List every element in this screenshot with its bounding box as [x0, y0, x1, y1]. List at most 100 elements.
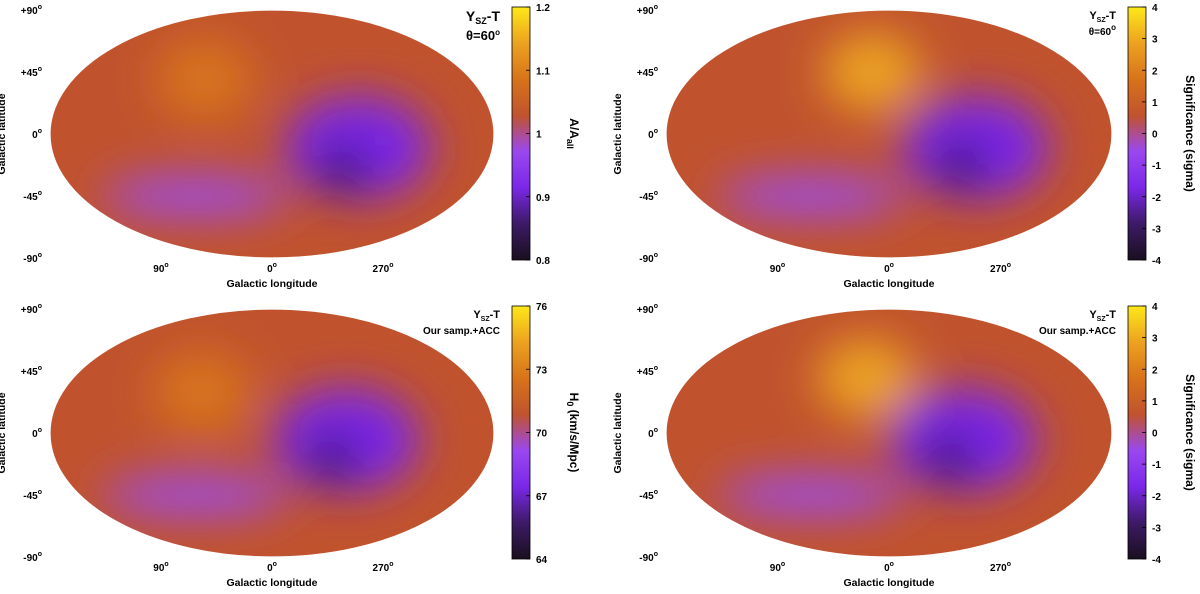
y-tick-value: 0 [32, 429, 38, 440]
y-axis-label: Galactic latitude [0, 392, 8, 473]
x-tick-value: 270 [373, 563, 390, 574]
y-tick-degree: o [654, 4, 658, 11]
map-feature-southern-band [718, 475, 906, 515]
y-tick-degree: o [654, 427, 658, 434]
y-tick-degree: o [654, 66, 658, 73]
x-tick-value: 270 [990, 264, 1007, 275]
y-tick-value: -45 [23, 192, 38, 203]
subtitle-text: θ=60 [1089, 27, 1112, 38]
title-subscript: SZ [1097, 316, 1107, 323]
title-main: Y [1089, 309, 1097, 321]
y-tick-degree: o [654, 252, 658, 259]
y-tick-label: 0o [32, 427, 42, 440]
y-tick-degree: o [38, 303, 42, 310]
map-feature-deficit-core [319, 147, 368, 190]
colorbar-tick-label: -2 [1152, 492, 1161, 503]
panel-title: YSZ-T [1089, 10, 1116, 24]
x-axis-label: Galactic longitude [843, 278, 934, 290]
y-tick-label: -45o [639, 489, 658, 502]
panel-title: YSZ-T [466, 8, 501, 26]
y-tick-value: 0 [648, 130, 654, 141]
colorbar: 4 3 2 1 0 -1 -2 -3 -4 Significance (sigma) [1127, 3, 1197, 267]
y-tick-label: -45o [23, 489, 42, 502]
x-tick-label: 0o [267, 561, 277, 574]
title-main: Y [1089, 10, 1097, 22]
x-tick-value: 90 [153, 563, 165, 574]
y-tick-degree: o [38, 252, 42, 259]
map-feature-northern-high [152, 351, 251, 432]
sky-map-base [50, 309, 494, 557]
y-tick-degree: o [38, 128, 42, 135]
y-tick-value: -90 [23, 254, 38, 265]
map-feature-deficit-region [272, 387, 420, 492]
subtitle-degree: o [1111, 23, 1116, 32]
x-tick-label: 270o [990, 561, 1011, 574]
x-tick-degree: o [389, 561, 393, 568]
colorbar-tick-label: 67 [536, 492, 548, 503]
y-tick-value: +45 [21, 367, 38, 378]
colorbar-label-subscript: 0 [565, 401, 575, 406]
y-tick-value: +90 [637, 305, 654, 316]
x-tick-label: 270o [373, 262, 394, 275]
map-feature-deficit-core [925, 436, 975, 479]
y-tick-label: -90o [23, 252, 42, 265]
y-tick-value: -45 [639, 192, 654, 203]
map-feature-northern-high [817, 338, 916, 418]
sky-map-outline [665, 9, 1113, 259]
colorbar: 4 3 2 1 0 -1 -2 -3 -4 Significance (sigma) [1127, 302, 1197, 566]
panel-title: YSZ-T [1089, 309, 1116, 323]
colorbar-label-subscript: all [565, 139, 575, 149]
x-tick-degree: o [1007, 561, 1011, 568]
title-subscript: SZ [1097, 17, 1107, 24]
colorbar-tick-label: 0 [1152, 130, 1158, 141]
x-tick-degree: o [781, 561, 785, 568]
x-tick-degree: o [890, 262, 894, 269]
colorbar-tick-label: -2 [1152, 193, 1161, 204]
x-axis-label: Galactic longitude [226, 278, 317, 290]
y-tick-value: -45 [23, 491, 38, 502]
y-tick-degree: o [38, 66, 42, 73]
colorbar-label: Significance (sigma) [1183, 374, 1197, 491]
y-tick-value: +90 [21, 305, 38, 316]
colorbar-tick-label: 4 [1152, 3, 1158, 14]
title-suffix: -T [490, 309, 501, 321]
x-tick-value: 0 [267, 563, 273, 574]
y-tick-label: +90o [637, 4, 658, 17]
map-feature-deficit-core [936, 143, 986, 186]
title-main: Y [473, 309, 481, 321]
x-tick-label: 270o [990, 262, 1011, 275]
colorbar-tick-label: 1 [536, 130, 542, 141]
x-axis-label: Galactic longitude [226, 577, 317, 589]
y-tick-label: -90o [23, 551, 42, 564]
panel-subtitle: Our samp.+ACC [423, 326, 500, 337]
colorbar-tick-label: -3 [1152, 523, 1161, 534]
colorbar-tick-label: 1 [1152, 98, 1158, 109]
y-tick-label: +45o [21, 365, 42, 378]
title-suffix: -T [1106, 10, 1117, 22]
y-tick-label: +45o [637, 66, 658, 79]
x-tick-value: 90 [770, 264, 782, 275]
x-tick-value: 90 [770, 563, 782, 574]
y-axis-label: Galactic latitude [612, 93, 624, 174]
x-tick-label: 90o [770, 262, 785, 275]
colorbar-label-main: A/A [567, 118, 581, 139]
y-tick-label: +45o [637, 365, 658, 378]
map-feature-deficit-region [889, 387, 1037, 492]
x-tick-degree: o [781, 262, 785, 269]
y-tick-degree: o [654, 551, 658, 558]
colorbar-tick-label: 73 [536, 365, 548, 376]
map-feature-northern-high [823, 32, 922, 112]
x-tick-degree: o [389, 262, 393, 269]
map-feature-deficit-core [308, 436, 357, 479]
x-tick-label: 0o [267, 262, 277, 275]
x-tick-degree: o [273, 262, 277, 269]
colorbar-label: A/Aall [565, 118, 581, 149]
x-tick-value: 270 [373, 264, 390, 275]
y-tick-label: -45o [23, 190, 42, 203]
x-tick-label: 0o [884, 561, 894, 574]
y-tick-value: -45 [639, 491, 654, 502]
x-tick-degree: o [890, 561, 894, 568]
y-tick-value: +45 [637, 68, 654, 79]
